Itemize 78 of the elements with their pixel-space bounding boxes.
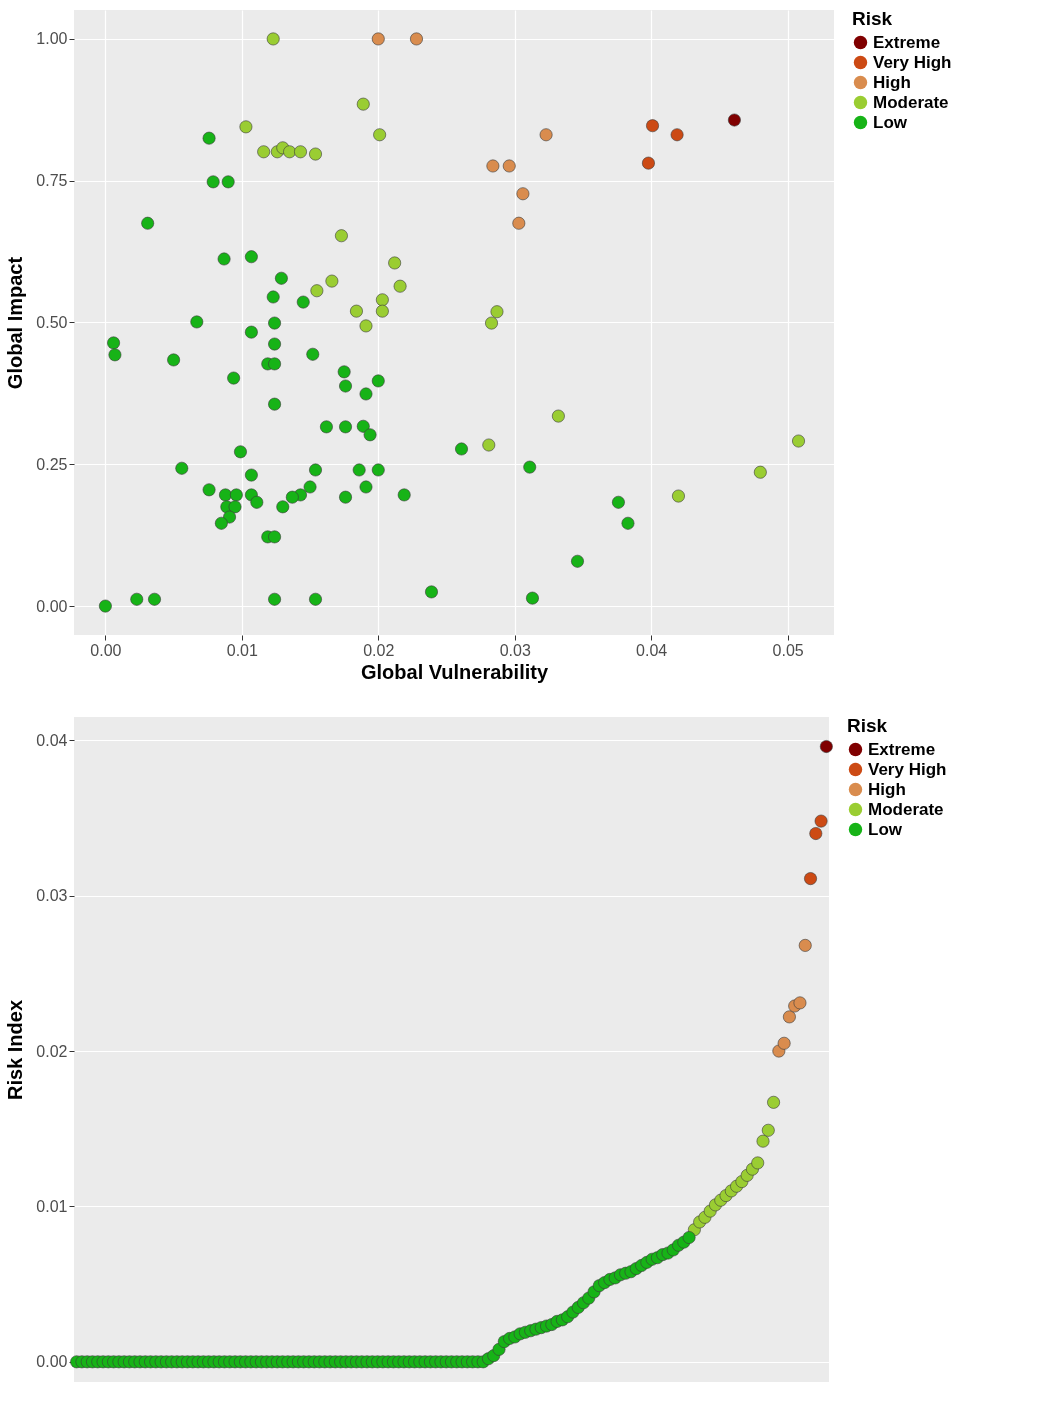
point xyxy=(798,938,812,952)
legend-label: High xyxy=(868,779,906,799)
point xyxy=(375,293,389,307)
x-tick-label: 0.04 xyxy=(636,641,668,659)
point xyxy=(294,145,307,159)
x-tick-label: 0.02 xyxy=(363,641,395,659)
y-tick-label: 1.00 xyxy=(36,30,68,48)
y-tick-label: 0.00 xyxy=(36,1353,68,1371)
point xyxy=(756,1134,770,1148)
point xyxy=(257,145,271,159)
point xyxy=(727,113,741,127)
point xyxy=(672,489,685,503)
point xyxy=(410,32,423,46)
point xyxy=(512,216,526,230)
point xyxy=(804,872,817,885)
point xyxy=(375,304,389,318)
point xyxy=(670,128,684,142)
point xyxy=(809,827,823,840)
point xyxy=(359,319,373,333)
point xyxy=(551,409,565,423)
point xyxy=(482,438,496,452)
point xyxy=(767,1095,780,1109)
x-tick-label: 0.03 xyxy=(499,641,531,659)
point xyxy=(356,97,370,111)
legend-label: Very High xyxy=(873,52,952,72)
y-tick-label: 0.00 xyxy=(36,597,68,615)
point xyxy=(373,128,387,142)
y-tick-label: 0.03 xyxy=(36,887,68,905)
y-tick-label: 0.04 xyxy=(36,731,68,749)
x-tick-label: 0.00 xyxy=(90,641,122,659)
legend-label: High xyxy=(873,72,911,92)
legend-label: Very High xyxy=(868,759,947,779)
y-tick-label: 0.02 xyxy=(36,1042,68,1060)
legend-title: Risk xyxy=(847,715,888,736)
legend-label: Extreme xyxy=(868,739,936,759)
y-axis-title: Global Impact xyxy=(4,256,27,390)
y-tick-label: 0.25 xyxy=(36,455,68,473)
y-tick-label: 0.50 xyxy=(36,314,68,331)
point xyxy=(753,465,767,479)
point xyxy=(388,256,402,270)
y-axis-title: Risk Index xyxy=(4,999,27,1101)
point xyxy=(393,279,407,293)
point xyxy=(782,1010,796,1024)
legend-label: Extreme xyxy=(873,32,941,52)
point xyxy=(814,814,828,828)
point xyxy=(516,187,530,201)
point xyxy=(239,120,253,134)
point xyxy=(642,156,655,170)
point xyxy=(335,229,348,243)
point xyxy=(486,159,500,173)
point xyxy=(266,32,280,46)
point xyxy=(792,434,805,448)
legend-title: Risk xyxy=(852,8,893,29)
point xyxy=(751,1156,765,1170)
point xyxy=(350,304,363,318)
point xyxy=(819,740,833,753)
point xyxy=(539,128,553,142)
y-tick-label: 0.75 xyxy=(36,172,68,190)
point xyxy=(283,145,297,159)
point xyxy=(502,159,516,173)
point xyxy=(309,147,322,161)
point xyxy=(777,1036,791,1050)
point xyxy=(490,305,504,319)
point xyxy=(371,32,385,46)
y-tick-label: 0.01 xyxy=(36,1197,68,1215)
point xyxy=(646,119,659,133)
point xyxy=(793,996,807,1010)
legend-label: Low xyxy=(873,112,908,132)
x-axis-title: Global Vulnerability xyxy=(360,660,549,683)
x-tick-label: 0.01 xyxy=(226,641,258,659)
legend-label: Low xyxy=(868,819,903,839)
point xyxy=(325,274,339,288)
point xyxy=(761,1123,775,1137)
point xyxy=(310,284,324,298)
x-tick-label: 0.05 xyxy=(772,641,804,659)
legend-label: Moderate xyxy=(868,799,944,819)
point xyxy=(485,316,498,330)
legend-label: Moderate xyxy=(873,92,949,112)
